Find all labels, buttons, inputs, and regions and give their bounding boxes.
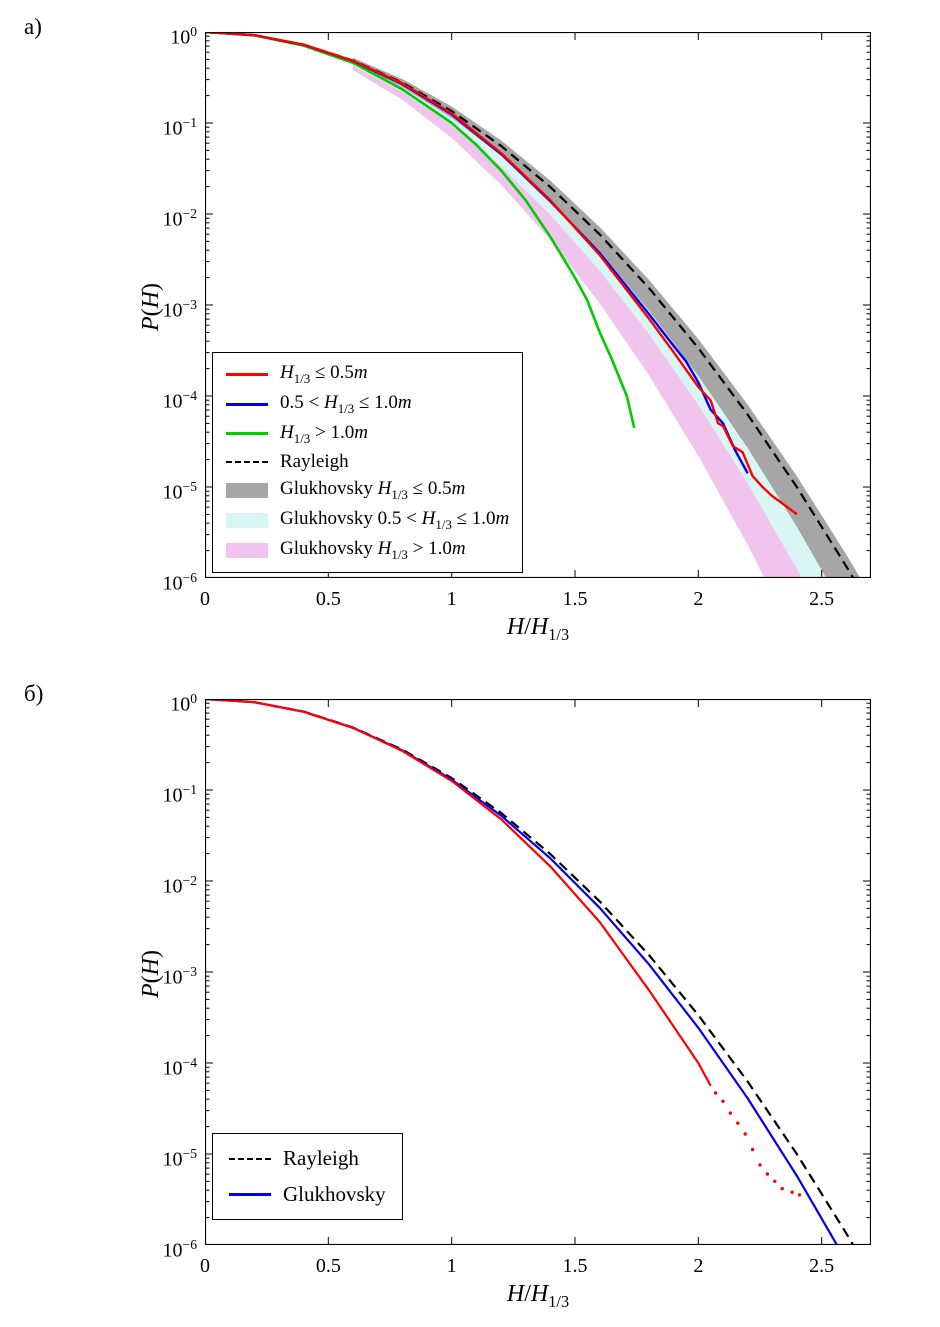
x-tick-label: 2 xyxy=(693,1255,704,1277)
plot-area-a xyxy=(205,32,871,578)
legend-label: H1/3 ≤ 0.5m xyxy=(280,362,368,386)
plot-content xyxy=(205,699,855,1245)
series-h13-gt-1.0m-line xyxy=(205,32,636,429)
series-measured-wave-data-tail-dot xyxy=(765,1172,770,1176)
axes-box xyxy=(205,699,871,1245)
y-tick-label: 10−2 xyxy=(162,206,197,231)
axes-box xyxy=(205,32,871,578)
x-tick-label: 1.5 xyxy=(562,1255,588,1277)
x-axis-label: H/H1/3 xyxy=(506,614,570,644)
series-measured-wave-data-tail-dot xyxy=(736,1121,740,1125)
x-tick-label: 2 xyxy=(693,588,704,610)
legend-entry: Rayleigh xyxy=(229,1146,386,1171)
plot-area-b xyxy=(205,699,871,1245)
x-tick-label: 0.5 xyxy=(315,1255,341,1277)
legend-label: 0.5 < H1/3 ≤ 1.0m xyxy=(280,391,412,416)
legend-entry: H1/3 ≤ 0.5m xyxy=(226,362,509,387)
x-tick-label: 2.5 xyxy=(809,588,835,610)
legend-label: Glukhovsky H1/3 > 1.0m xyxy=(280,537,466,562)
y-tick-label: 100 xyxy=(170,24,197,49)
y-tick-label: 10−1 xyxy=(162,782,197,807)
y-tick-label: 10−4 xyxy=(162,388,197,413)
x-tick-label: 1.5 xyxy=(562,588,588,610)
x-tick-label: 2.5 xyxy=(809,1255,835,1277)
series-measured-wave-data-tail-dot xyxy=(773,1179,777,1183)
series-measured-wave-data-tail-dot xyxy=(750,1147,755,1152)
legend-b: Rayleigh Glukhovsky xyxy=(212,1133,403,1220)
y-tick-label: 10−1 xyxy=(162,115,197,140)
legend-entry: Rayleigh xyxy=(226,451,509,473)
panel-a-label: а) xyxy=(24,14,42,39)
band-glukhovsky-band-05to10 xyxy=(353,62,827,578)
x-tick-label: 1 xyxy=(446,1255,457,1277)
series-measured-wave-data-tail-dot xyxy=(797,1193,802,1197)
legend-a: H1/3 ≤ 0.5m 0.5 < H1/3 ≤ 1.0m H1/3 > 1.0m R… xyxy=(212,352,524,573)
legend-label: H1/3 > 1.0m xyxy=(280,421,368,446)
panel-b: б) P(H) H/H1/3 Rayleigh Glukhovsky 100 10−… xyxy=(0,667,940,1327)
legend-patch-swatch xyxy=(226,542,268,558)
legend-line-swatch xyxy=(226,372,268,376)
panel-b-label: б) xyxy=(24,681,44,706)
legend-entry: H1/3 > 1.0m xyxy=(226,422,509,447)
series-measured-wave-data-tail-dot xyxy=(758,1163,762,1167)
legend-label: Rayleigh xyxy=(283,1146,359,1170)
series-measured-wave-data-line xyxy=(205,699,712,1087)
y-tick-label: 10−4 xyxy=(162,1055,197,1080)
y-tick-label: 10−5 xyxy=(162,1146,197,1171)
legend-label: Glukhovsky 0.5 < H1/3 ≤ 1.0m xyxy=(280,508,510,532)
legend-line-swatch xyxy=(226,432,268,436)
plot-content xyxy=(205,32,861,578)
x-tick-label: 0 xyxy=(200,1255,210,1277)
legend-label: Glukhovsky H1/3 ≤ 0.5m xyxy=(280,478,466,503)
series-measured-wave-data-tail-dot xyxy=(780,1186,784,1191)
x-tick-label: 0 xyxy=(200,588,210,610)
legend-entry: 0.5 < H1/3 ≤ 1.0m xyxy=(226,392,509,417)
legend-entry: Glukhovsky H1/3 ≤ 0.5m xyxy=(226,478,509,503)
x-axis-label: H/H1/3 xyxy=(506,1281,570,1311)
y-tick-label: 10−2 xyxy=(162,873,197,898)
y-tick-label: 10−5 xyxy=(162,479,197,504)
y-tick-label: 10−3 xyxy=(162,297,197,322)
band-glukhovsky-band-gt10 xyxy=(353,65,802,578)
series-measured-wave-data-tail-dot xyxy=(743,1132,747,1136)
legend-label: Rayleigh xyxy=(280,451,349,473)
legend-patch-swatch xyxy=(226,483,268,499)
legend-entry: Glukhovsky H1/3 > 1.0m xyxy=(226,538,509,563)
legend-line-swatch xyxy=(229,1193,271,1196)
legend-dashed-line-swatch xyxy=(226,461,268,464)
y-tick-label: 10−3 xyxy=(162,964,197,989)
panel-a: а) P(H) H/H1/3 H1/3 ≤ 0.5m 0.5 < H1/3 ≤ 1… xyxy=(0,0,940,660)
series-measured-wave-data-tail-dot xyxy=(790,1190,794,1194)
legend-entry: Glukhovsky 0.5 < H1/3 ≤ 1.0m xyxy=(226,508,509,533)
legend-dashed-line-swatch xyxy=(229,1157,271,1160)
y-tick-label: 10−6 xyxy=(162,1237,197,1262)
series-measured-wave-data-tail-dot xyxy=(713,1091,718,1095)
legend-entry: Glukhovsky xyxy=(229,1182,386,1207)
legend-line-swatch xyxy=(226,402,268,406)
band-glukhovsky-band-le05 xyxy=(353,57,861,578)
x-tick-label: 1 xyxy=(446,588,457,610)
series-measured-wave-data-tail-dot xyxy=(721,1099,725,1103)
series-h13-le-0.5m-line xyxy=(205,32,798,516)
x-tick-label: 0.5 xyxy=(315,588,341,610)
series-measured-wave-data-tail-dot xyxy=(728,1111,733,1115)
legend-label: Glukhovsky xyxy=(283,1182,386,1206)
y-tick-label: 100 xyxy=(170,691,197,716)
legend-patch-swatch xyxy=(226,513,268,529)
y-tick-label: 10−6 xyxy=(162,570,197,595)
